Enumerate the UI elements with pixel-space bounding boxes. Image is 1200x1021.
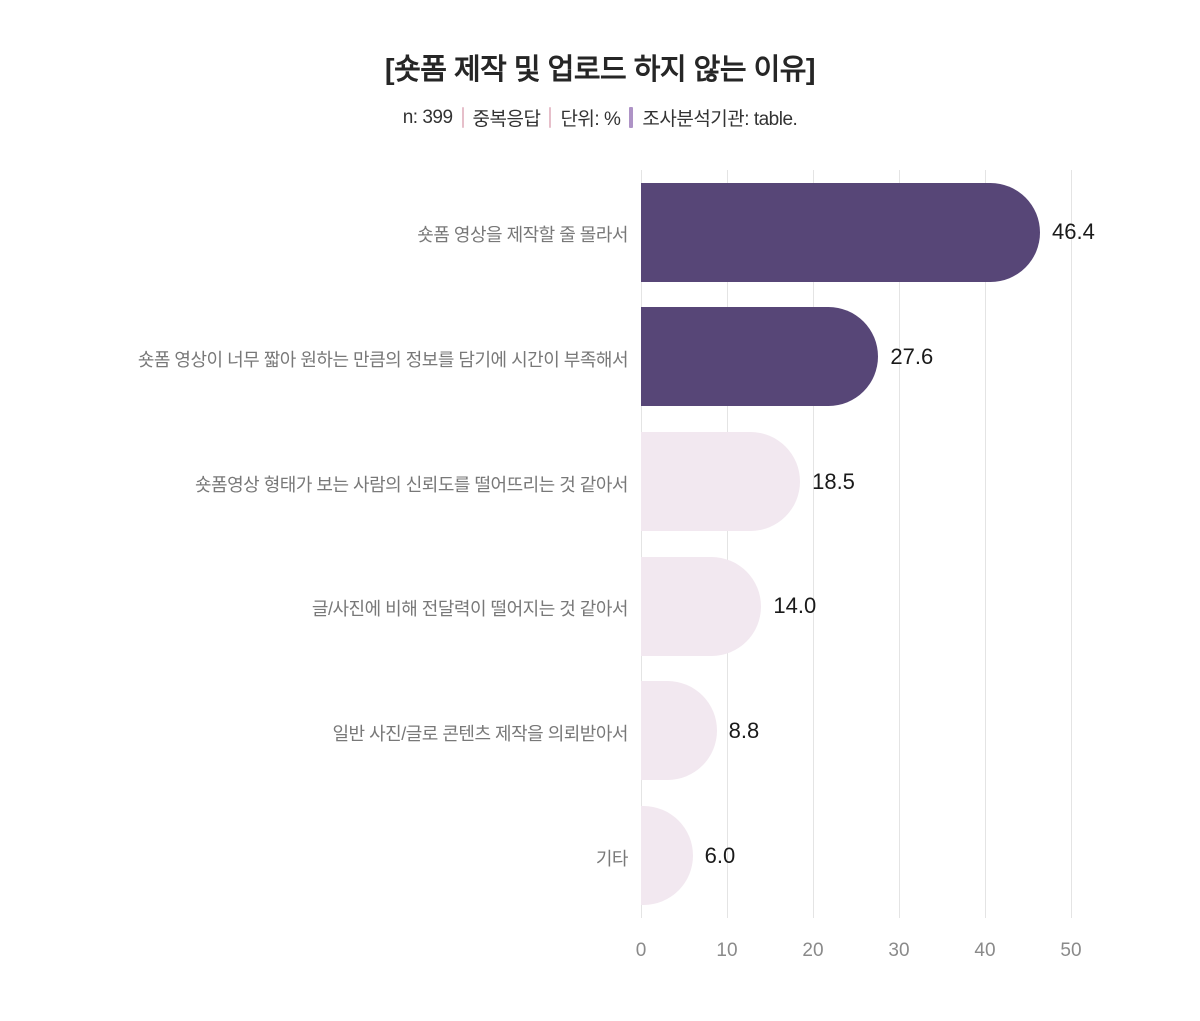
gridline xyxy=(899,170,900,918)
bar xyxy=(641,432,801,532)
bar-value-label: 27.6 xyxy=(890,343,934,369)
chart-subtitle: n: 399 중복응답 단위: % 조사분석기관: table. xyxy=(0,104,1200,131)
bar-row: 숏폼영상 형태가 보는 사람의 신뢰도를 떨어뜨리는 것 같아서 18.5 xyxy=(0,419,1200,544)
x-axis-tick-label: 0 xyxy=(635,940,647,961)
category-label: 글/사진에 비해 전달력이 떨어지는 것 같아서 xyxy=(311,599,629,620)
bar-row: 일반 사진/글로 콘텐츠 제작을 의뢰받아서 8.8 xyxy=(0,669,1200,794)
category-label: 숏폼 영상이 너무 짧아 원하는 만큼의 정보를 담기에 시간이 부족해서 xyxy=(137,349,629,370)
bar-row: 숏폼 영상이 너무 짧아 원하는 만큼의 정보를 담기에 시간이 부족해서 27.… xyxy=(0,295,1200,420)
x-axis-tick-label: 30 xyxy=(888,940,910,961)
subtitle-separator-icon xyxy=(461,107,464,128)
chart-title: [숏폼 제작 및 업로드 하지 않는 이유] xyxy=(384,54,816,86)
bar-row: 기타 6.0 xyxy=(0,793,1200,918)
subtitle-part-2: 단위: % xyxy=(560,109,621,130)
gridline xyxy=(641,170,642,918)
category-label: 숏폼 영상을 제작할 줄 몰라서 xyxy=(417,225,628,246)
x-axis-tick-label: 20 xyxy=(802,940,824,961)
gridline xyxy=(727,170,728,918)
bar-row: 글/사진에 비해 전달력이 떨어지는 것 같아서 14.0 xyxy=(0,544,1200,669)
bar-row: 숏폼 영상을 제작할 줄 몰라서 46.4 xyxy=(0,170,1200,295)
bar-value-label: 46.4 xyxy=(1052,219,1095,245)
subtitle-part-1: 중복응답 xyxy=(472,109,541,130)
subtitle-separator-icon xyxy=(549,107,552,128)
bar-value-label: 6.0 xyxy=(704,842,736,868)
bar xyxy=(641,556,762,656)
bar-value-label: 14.0 xyxy=(773,593,817,619)
bar xyxy=(641,307,879,407)
category-label: 일반 사진/글로 콘텐츠 제작을 의뢰받아서 xyxy=(332,723,628,744)
x-axis-tick-label: 40 xyxy=(974,940,996,961)
bar xyxy=(641,681,717,781)
category-label: 숏폼영상 형태가 보는 사람의 신뢰도를 떨어뜨리는 것 같아서 xyxy=(194,474,629,495)
subtitle-separator-icon xyxy=(629,107,634,128)
bar-value-label: 8.8 xyxy=(728,717,760,743)
gridline xyxy=(985,170,986,918)
plot-area: 숏폼 영상을 제작할 줄 몰라서 46.4 숏폼 영상이 너무 짧아 원하는 만큼의… xyxy=(0,170,1200,961)
subtitle-part-3: 조사분석기관: table. xyxy=(642,109,798,130)
x-axis-tick-label: 10 xyxy=(716,940,738,961)
bar-value-label: 18.5 xyxy=(812,468,855,494)
category-label: 기타 xyxy=(595,848,629,869)
gridline xyxy=(813,170,814,918)
subtitle-part-0: n: 399 xyxy=(402,106,453,128)
bar xyxy=(641,806,693,906)
x-axis-tick-label: 50 xyxy=(1060,940,1082,961)
bar xyxy=(641,182,1041,282)
gridline xyxy=(1071,170,1072,918)
